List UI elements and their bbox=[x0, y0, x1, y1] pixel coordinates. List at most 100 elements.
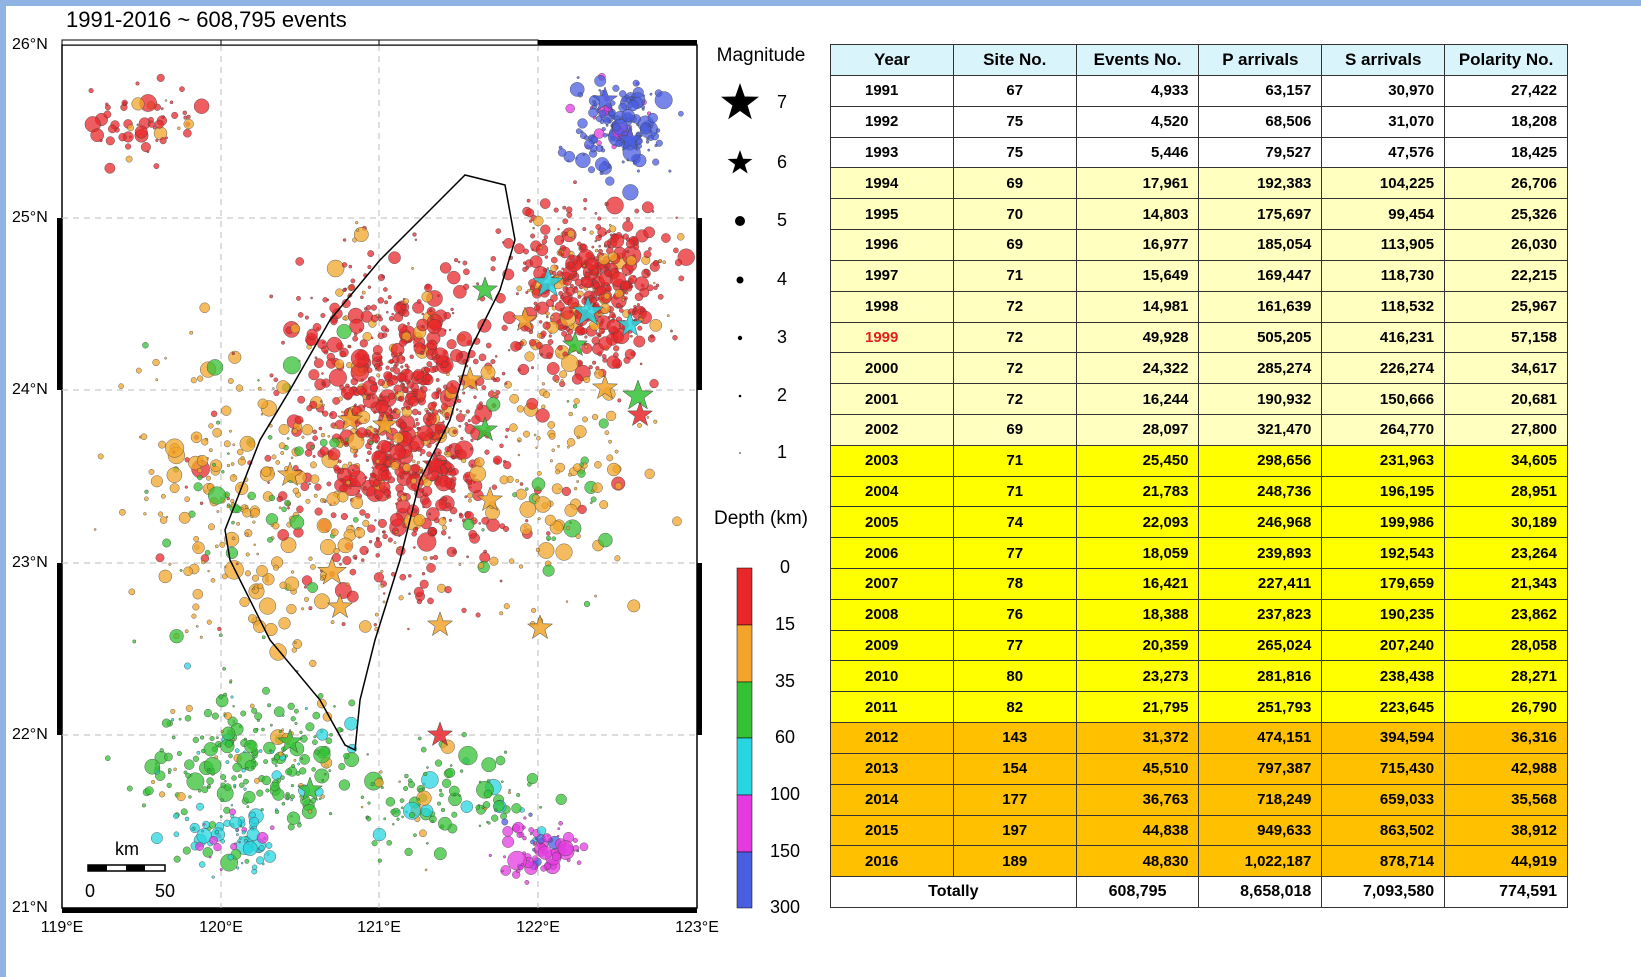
event-dot bbox=[502, 835, 515, 848]
event-dot bbox=[171, 718, 175, 722]
event-dot bbox=[362, 332, 372, 342]
event-dot bbox=[474, 457, 485, 468]
event-dot bbox=[392, 432, 404, 444]
event-dot bbox=[256, 832, 269, 844]
event-dot bbox=[624, 291, 629, 295]
event-dot bbox=[370, 314, 379, 323]
event-dot bbox=[305, 498, 311, 504]
event-dot bbox=[426, 417, 430, 421]
event-dot bbox=[150, 832, 163, 844]
event-dot bbox=[158, 569, 173, 584]
event-dot bbox=[308, 482, 311, 486]
event-dot bbox=[253, 543, 256, 546]
event-dot bbox=[204, 549, 211, 556]
event-dot bbox=[221, 573, 228, 580]
table-cell: 2016 bbox=[830, 845, 954, 878]
table-cell: 2015 bbox=[830, 814, 954, 847]
magnitude-symbol bbox=[738, 394, 742, 398]
event-dot bbox=[516, 832, 523, 838]
table-cell: 28,097 bbox=[1075, 413, 1200, 446]
event-dot bbox=[462, 518, 475, 531]
event-dot bbox=[142, 342, 149, 349]
event-dot bbox=[103, 110, 112, 119]
event-dot bbox=[511, 803, 522, 814]
event-dot bbox=[398, 395, 405, 402]
event-dot bbox=[196, 750, 201, 755]
table-cell: 2007 bbox=[830, 568, 954, 600]
event-dot bbox=[308, 606, 313, 611]
event-dot bbox=[566, 858, 571, 863]
event-dot bbox=[341, 262, 348, 268]
table-cell: 16,421 bbox=[1075, 568, 1200, 600]
event-dot bbox=[401, 815, 404, 819]
event-dot bbox=[341, 410, 344, 414]
event-dot bbox=[443, 451, 448, 456]
event-dot bbox=[339, 350, 346, 358]
event-dot bbox=[251, 864, 258, 870]
event-dot bbox=[379, 770, 383, 774]
event-dot bbox=[380, 325, 388, 332]
event-dot bbox=[212, 462, 216, 467]
event-dot bbox=[387, 295, 392, 300]
event-dot bbox=[274, 764, 278, 768]
event-dot bbox=[645, 140, 650, 144]
event-dot bbox=[466, 479, 472, 486]
event-dot bbox=[208, 448, 213, 453]
event-dot bbox=[594, 211, 598, 215]
event-dot bbox=[539, 198, 551, 209]
table-row: 1998 72 14,981 161,639 118,532 25,967 bbox=[830, 290, 1568, 323]
event-dot bbox=[389, 367, 395, 372]
seismicity-map: 1991-2016 ~ 608,795 events km 0 50 Magni… bbox=[12, 7, 808, 936]
event-dot bbox=[535, 243, 549, 257]
event-dot bbox=[594, 461, 602, 469]
event-dot bbox=[422, 412, 437, 426]
event-dot bbox=[304, 449, 313, 457]
event-dot bbox=[293, 758, 297, 762]
event-dot bbox=[567, 297, 580, 309]
event-dot bbox=[297, 312, 304, 318]
event-dot bbox=[483, 807, 488, 811]
event-dot bbox=[287, 506, 290, 510]
event-dot bbox=[604, 231, 608, 235]
event-dot bbox=[108, 124, 117, 134]
event-dot bbox=[573, 425, 587, 438]
event-dot bbox=[606, 355, 620, 369]
event-dot bbox=[366, 395, 372, 401]
event-dot bbox=[541, 238, 548, 245]
event-dot bbox=[366, 450, 372, 456]
event-dot bbox=[191, 613, 197, 619]
event-dot bbox=[537, 542, 555, 559]
event-dot bbox=[532, 855, 539, 862]
event-dot bbox=[207, 767, 211, 772]
event-dot bbox=[593, 281, 600, 289]
event-dot bbox=[582, 227, 587, 232]
event-dot bbox=[567, 328, 573, 335]
event-dot bbox=[239, 597, 250, 608]
event-dot bbox=[451, 811, 458, 818]
event-dot bbox=[437, 583, 447, 593]
event-dot bbox=[399, 421, 408, 430]
event-dot bbox=[396, 372, 407, 383]
event-star bbox=[511, 306, 539, 332]
table-cell: 76 bbox=[952, 598, 1077, 631]
event-dot bbox=[473, 395, 477, 399]
table-row: 2010 80 23,273 281,816 238,438 28,271 bbox=[830, 660, 1568, 693]
event-dot bbox=[269, 373, 274, 378]
table-cell: 72 bbox=[952, 383, 1077, 415]
table-cell: 28,271 bbox=[1444, 660, 1568, 693]
event-dot bbox=[206, 359, 224, 376]
event-dot bbox=[214, 544, 219, 549]
event-dot bbox=[185, 772, 191, 779]
event-dot bbox=[152, 125, 157, 130]
event-dot bbox=[403, 802, 421, 820]
event-dot bbox=[583, 600, 591, 608]
event-dot bbox=[571, 373, 583, 385]
event-dot bbox=[522, 835, 527, 841]
event-dot bbox=[393, 364, 397, 369]
event-dot bbox=[590, 496, 597, 503]
event-dot bbox=[450, 488, 456, 494]
event-dot bbox=[267, 435, 273, 440]
event-dot bbox=[256, 856, 265, 865]
event-dot bbox=[643, 268, 650, 275]
event-dot bbox=[626, 250, 630, 254]
